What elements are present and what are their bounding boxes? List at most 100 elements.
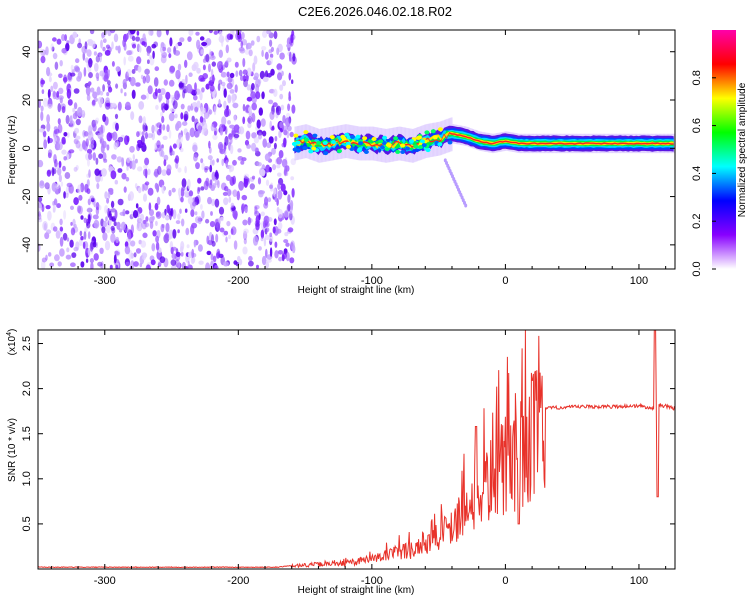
noise-speck: [281, 70, 284, 77]
noise-speck: [146, 92, 149, 100]
noise-speck: [251, 102, 257, 111]
spectrogram-y-tick-label: 0: [21, 145, 33, 151]
noise-speck: [92, 123, 97, 132]
noise-speck: [196, 39, 201, 50]
noise-speck: [161, 144, 164, 149]
noise-speck: [61, 34, 66, 41]
noise-speck: [191, 115, 195, 123]
noise-speck: [61, 149, 67, 155]
noise-speck: [90, 137, 95, 146]
noise-speck: [150, 259, 156, 266]
noise-speck: [229, 34, 234, 40]
noise-speck: [262, 130, 267, 137]
noise-speck: [179, 208, 182, 214]
noise-speck: [46, 229, 52, 234]
noise-speck: [92, 214, 99, 220]
noise-speck: [190, 209, 195, 218]
noise-speck: [73, 224, 77, 229]
noise-speck: [279, 93, 284, 100]
noise-speck: [208, 109, 213, 115]
noise-speck: [229, 136, 233, 145]
noise-speck: [225, 174, 232, 181]
noise-speck: [258, 246, 262, 251]
noise-speck: [111, 61, 115, 67]
ridge-blob: [421, 143, 427, 148]
noise-speck: [180, 187, 185, 197]
noise-speck: [255, 83, 259, 94]
noise-speck: [129, 76, 136, 87]
noise-speck: [90, 197, 95, 203]
noise-speck: [138, 115, 143, 124]
spectrogram-x-tick-label: 100: [630, 275, 648, 287]
noise-speck: [269, 39, 273, 47]
noise-speck: [177, 41, 183, 47]
noise-speck: [66, 247, 70, 253]
noise-speck: [208, 140, 211, 149]
snr-y-tick-label: 2.0: [21, 381, 33, 396]
noise-speck: [228, 196, 232, 203]
noise-speck: [169, 107, 176, 112]
noise-speck: [46, 169, 52, 177]
noise-speck: [291, 188, 295, 198]
noise-speck: [248, 260, 254, 267]
noise-speck: [78, 238, 83, 246]
noise-speck: [42, 130, 47, 138]
noise-speck: [44, 182, 50, 190]
noise-speck: [87, 231, 91, 240]
noise-speck: [274, 194, 278, 202]
noise-speck: [157, 262, 162, 268]
noise-speck: [214, 179, 220, 186]
noise-speck: [109, 30, 116, 34]
noise-speck: [233, 240, 238, 250]
noise-speck: [47, 97, 53, 107]
noise-speck: [97, 96, 104, 106]
ridge-blob: [384, 146, 390, 151]
noise-speck: [52, 81, 58, 90]
noise-speck: [87, 81, 92, 86]
colorbar-ticks: 0.0 0.2 0.4 0.6 0.8: [691, 70, 716, 277]
noise-speck: [238, 258, 243, 266]
ridge-blob: [418, 145, 424, 149]
noise-speck: [175, 123, 180, 131]
noise-speck: [117, 198, 124, 206]
noise-speck: [223, 100, 227, 110]
noise-speck: [169, 145, 172, 153]
noise-speck: [96, 182, 100, 190]
noise-speck: [172, 209, 177, 220]
noise-speck: [242, 57, 246, 68]
noise-speck: [202, 64, 206, 71]
noise-speck: [95, 117, 100, 124]
noise-speck: [75, 140, 81, 149]
noise-speck: [273, 218, 277, 226]
noise-speck: [78, 194, 83, 201]
noise-speck: [286, 43, 291, 48]
noise-speck: [99, 247, 104, 254]
ridge-blob: [357, 147, 363, 152]
noise-speck: [265, 179, 270, 186]
noise-speck: [56, 203, 61, 209]
noise-speck: [101, 140, 107, 149]
noise-speck: [225, 60, 229, 67]
noise-speck: [65, 114, 70, 125]
noise-speck: [261, 91, 265, 100]
noise-speck: [213, 264, 219, 269]
noise-speck: [258, 107, 263, 116]
noise-speck: [205, 38, 212, 46]
noise-speck: [155, 104, 159, 110]
noise-speck: [46, 66, 51, 77]
noise-speck: [122, 208, 126, 217]
noise-speck: [56, 91, 60, 98]
noise-speck: [266, 258, 272, 263]
noise-speck: [111, 41, 114, 50]
spectrogram-frame: [37, 29, 676, 270]
noise-speck: [192, 201, 197, 207]
noise-speck: [188, 30, 194, 36]
noise-speck: [105, 44, 111, 49]
snr-x-tick-label: 100: [630, 575, 648, 587]
noise-speck: [224, 126, 228, 135]
noise-speck: [97, 261, 103, 267]
noise-speck: [125, 71, 129, 82]
noise-speck: [259, 70, 265, 80]
